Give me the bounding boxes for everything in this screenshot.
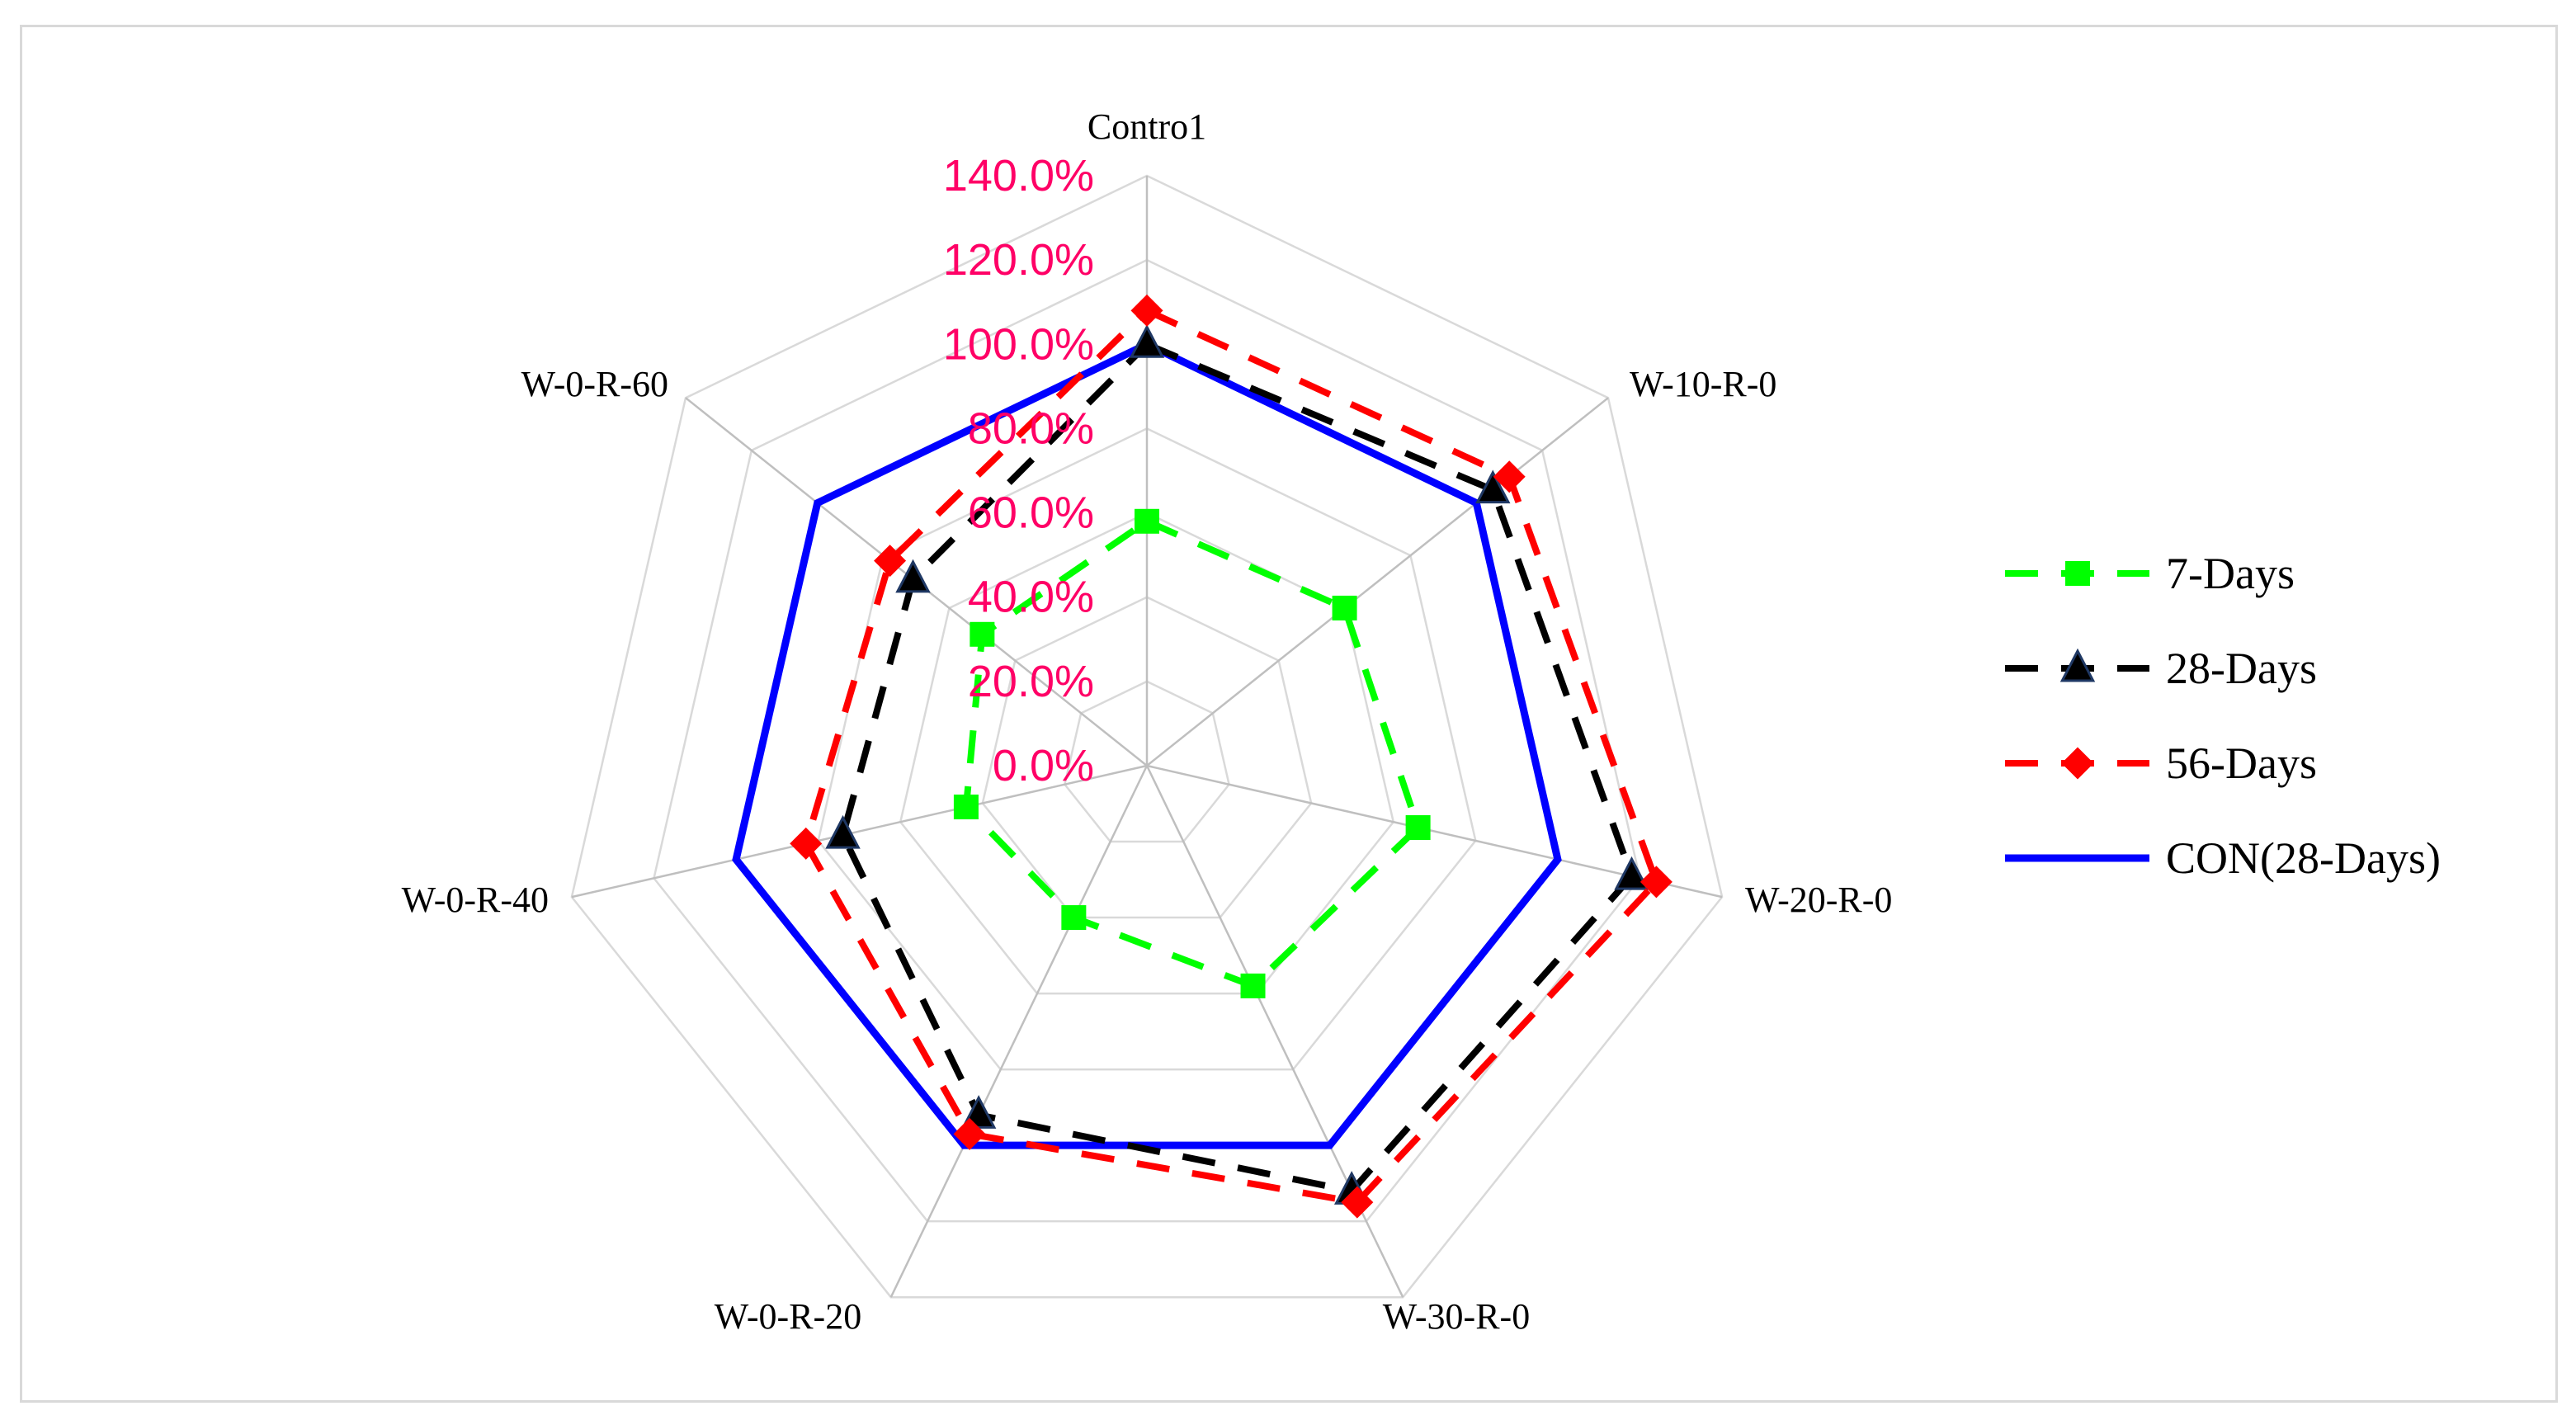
category-label-6: W-0-R-60 bbox=[521, 364, 668, 404]
legend-item-1: 28-Days bbox=[2005, 644, 2317, 693]
series-0-point-0 bbox=[1135, 508, 1159, 534]
legend-label-2: 56-Days bbox=[2166, 738, 2317, 788]
series-0-point-6 bbox=[970, 621, 995, 647]
series-0-point-2 bbox=[1405, 815, 1431, 841]
category-label-4: W-0-R-20 bbox=[715, 1296, 861, 1337]
series-1-point-5 bbox=[825, 814, 861, 849]
spoke-3 bbox=[1145, 765, 1404, 1298]
series-line-3 bbox=[732, 340, 1562, 1149]
radial-ticks: 0.0% 20.0% 40.0% 60.0% 80.0% 100.0% 120.0% 140.… bbox=[943, 151, 1094, 790]
chart-frame bbox=[20, 25, 2558, 1403]
tick-label-2: 40.0% bbox=[968, 573, 1094, 622]
series-0-point-3 bbox=[1240, 973, 1266, 998]
legend-item-2: 56-Days bbox=[2005, 738, 2317, 788]
series-line-2 bbox=[802, 306, 1661, 1206]
legend-marker-2 bbox=[2061, 747, 2094, 780]
tick-label-1: 20.0% bbox=[968, 657, 1094, 706]
tick-label-0: 0.0% bbox=[993, 741, 1094, 790]
series-2-point-1 bbox=[1493, 460, 1526, 493]
series-0-point-5 bbox=[953, 795, 979, 820]
series-0-point-4 bbox=[1061, 905, 1087, 931]
legend-item-0: 7-Days bbox=[2005, 549, 2295, 598]
grid-ring-4 bbox=[817, 427, 1477, 1071]
category-label-2: W-20-R-0 bbox=[1745, 880, 1892, 920]
grid-ring-6 bbox=[653, 258, 1641, 1223]
series-0 bbox=[953, 508, 1431, 998]
category-label-5: W-0-R-40 bbox=[402, 880, 549, 920]
legend-marker-1 bbox=[2059, 648, 2096, 682]
series-1 bbox=[825, 324, 1649, 1205]
category-label-1: W-10-R-0 bbox=[1630, 364, 1776, 404]
legend-item-3: CON(28-Days) bbox=[2005, 833, 2441, 883]
grid-ring-7 bbox=[570, 174, 1724, 1299]
series-2-point-3 bbox=[1341, 1186, 1374, 1219]
series-1-point-2 bbox=[1614, 856, 1649, 890]
series-2-point-5 bbox=[790, 827, 823, 860]
grid-ring-3 bbox=[899, 512, 1395, 995]
radar-grid bbox=[570, 174, 1724, 1299]
tick-label-6: 120.0% bbox=[943, 235, 1094, 285]
category-label-0: Contro1 bbox=[1087, 106, 1206, 147]
spoke-1 bbox=[1146, 397, 1609, 767]
grid-ring-2 bbox=[981, 596, 1313, 919]
tick-label-5: 100.0% bbox=[943, 319, 1094, 369]
legend-label-3: CON(28-Days) bbox=[2166, 833, 2441, 883]
series-0-point-1 bbox=[1332, 595, 1357, 620]
series-1-point-1 bbox=[1475, 469, 1511, 504]
tick-label-4: 80.0% bbox=[968, 403, 1094, 453]
series-2-point-2 bbox=[1639, 866, 1673, 899]
tick-label-7: 140.0% bbox=[943, 151, 1094, 200]
series-2-point-4 bbox=[953, 1117, 986, 1150]
series-2 bbox=[790, 294, 1673, 1219]
legend: 7-Days 28-Days 56-Days CON(28-Days) bbox=[2005, 549, 2441, 883]
legend-label-1: 28-Days bbox=[2166, 644, 2317, 693]
radar-series bbox=[732, 294, 1673, 1219]
legend-label-0: 7-Days bbox=[2166, 549, 2295, 598]
spoke-4 bbox=[889, 765, 1149, 1298]
series-3 bbox=[732, 340, 1562, 1149]
series-line-0 bbox=[962, 517, 1422, 990]
series-2-point-6 bbox=[874, 545, 907, 578]
category-label-3: W-30-R-0 bbox=[1383, 1296, 1530, 1337]
tick-label-3: 60.0% bbox=[968, 488, 1094, 538]
series-2-point-0 bbox=[1130, 294, 1163, 327]
category-labels: Contro1 W-10-R-0 W-20-R-0 W-30-R-0 W-0-R-20 W… bbox=[402, 106, 1893, 1337]
legend-marker-0 bbox=[2065, 561, 2090, 586]
grid-ring-1 bbox=[1064, 680, 1230, 843]
spoke-5 bbox=[571, 764, 1148, 899]
series-1-point-0 bbox=[1129, 324, 1165, 358]
series-1-point-6 bbox=[895, 559, 931, 593]
